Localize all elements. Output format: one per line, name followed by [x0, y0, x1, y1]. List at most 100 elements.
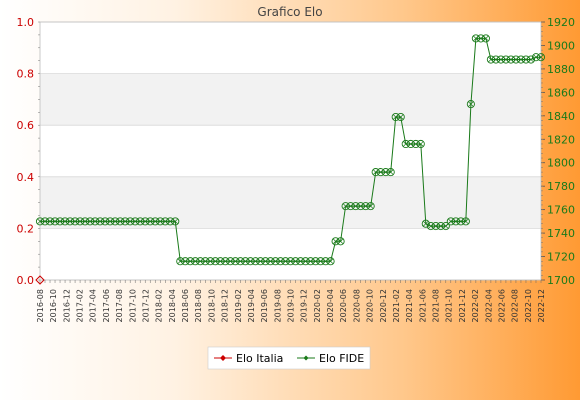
data-point-elo-fide — [296, 257, 305, 266]
legend-label-elo-fide: Elo FIDE — [319, 352, 364, 365]
data-point-elo-fide — [261, 257, 270, 266]
data-point-elo-fide — [321, 257, 330, 266]
data-point-elo-fide — [511, 55, 521, 64]
x-tick-label: 2018-04 — [168, 289, 177, 322]
x-tick-label: 2019-08 — [273, 289, 282, 322]
data-point-elo-fide — [466, 100, 475, 109]
data-point-elo-fide — [141, 217, 150, 226]
right-tick-label: 1900 — [547, 39, 575, 52]
x-tick-label: 2020-04 — [326, 289, 335, 322]
data-point-elo-fide — [381, 168, 390, 177]
data-point-elo-fide — [451, 217, 460, 226]
x-tick-label: 2017-06 — [102, 289, 111, 322]
data-point-elo-fide — [331, 237, 340, 246]
data-point-cross-elo-fide — [327, 258, 334, 264]
data-point-elo-fide — [291, 257, 300, 266]
data-point-elo-fide — [146, 217, 155, 226]
data-point-elo-fide — [406, 139, 415, 149]
data-point-elo-fide — [131, 217, 140, 226]
data-point-elo-fide — [246, 257, 255, 266]
data-point-elo-fide — [176, 257, 185, 266]
data-point-elo-fide — [221, 257, 230, 266]
data-point-elo-fide — [151, 217, 160, 226]
x-tick-label: 2019-04 — [247, 289, 256, 322]
x-tick-label: 2018-08 — [194, 289, 203, 322]
x-tick-label: 2022-08 — [511, 289, 520, 322]
left-tick-label: 0.6 — [17, 119, 35, 132]
data-point-elo-fide — [301, 257, 310, 266]
x-tick-label: 2020-08 — [352, 289, 361, 322]
data-point-elo-fide — [171, 217, 180, 226]
right-tick-label: 1780 — [547, 180, 575, 193]
data-point-elo-fide — [35, 217, 45, 226]
data-point-elo-fide — [531, 53, 541, 62]
data-point-elo-fide — [126, 217, 135, 226]
data-point-cross-elo-fide — [443, 223, 449, 229]
data-point-elo-fide — [231, 257, 240, 266]
left-tick-label: 0.8 — [17, 68, 35, 81]
legend-italia-marker — [220, 355, 226, 361]
data-point-elo-fide — [45, 217, 55, 226]
x-tick-label: 2022-12 — [537, 289, 546, 322]
x-tick-label: 2017-08 — [115, 289, 124, 322]
data-point-elo-fide — [166, 217, 175, 226]
data-point-elo-fide — [50, 217, 60, 226]
x-tick-label: 2016-10 — [49, 289, 58, 322]
x-tick-label: 2021-04 — [405, 289, 414, 322]
right-tick-label: 1740 — [547, 227, 575, 240]
data-point-elo-fide — [241, 257, 250, 266]
x-tick-label: 2017-04 — [89, 289, 98, 322]
right-tick-label: 1880 — [547, 63, 575, 76]
data-point-cross-elo-fide — [337, 238, 344, 244]
x-tick-label: 2021-06 — [418, 289, 427, 322]
grid-band — [40, 73, 541, 126]
left-y-axis: 0.0 0.2 0.4 0.6 0.8 1.0 — [17, 16, 40, 287]
x-tick-label: 2019-12 — [300, 289, 309, 322]
data-point-elo-fide — [521, 55, 531, 64]
x-tick-label: 2018-12 — [221, 289, 230, 322]
data-point-elo-fide — [101, 217, 110, 226]
data-point-cross-elo-fide — [398, 114, 404, 120]
data-point-elo-fide — [436, 222, 445, 231]
right-tick-label: 1800 — [547, 157, 575, 170]
x-tick-label: 2018-10 — [207, 289, 216, 322]
data-point-elo-fide — [426, 222, 435, 231]
data-point-elo-fide — [421, 219, 430, 228]
data-point-elo-fide — [196, 257, 205, 266]
left-tick-label: 1.0 — [17, 16, 35, 29]
data-point-elo-fide — [311, 257, 320, 266]
data-point-elo-italia — [35, 275, 45, 285]
legend-fide-marker — [303, 355, 309, 361]
data-point-elo-fide — [476, 34, 485, 43]
right-tick-label: 1720 — [547, 251, 575, 264]
legend-label-elo-italia: Elo Italia — [236, 352, 283, 365]
x-tick-label: 2018-02 — [155, 289, 164, 322]
data-point-elo-fide — [191, 257, 200, 266]
data-point-cross-elo-fide — [418, 141, 424, 147]
left-tick-label: 0.2 — [17, 222, 35, 235]
data-point-elo-fide — [516, 55, 526, 64]
data-point-elo-fide — [81, 217, 90, 226]
data-point-elo-fide — [446, 217, 455, 226]
plot-area — [40, 22, 541, 280]
data-point-cross-elo-fide — [463, 218, 469, 225]
data-point-elo-fide — [336, 237, 345, 246]
x-tick-label: 2021-02 — [392, 289, 401, 322]
x-tick-label: 2017-10 — [128, 289, 137, 322]
right-tick-label: 1820 — [547, 133, 575, 146]
right-tick-label: 1860 — [547, 86, 575, 99]
data-point-elo-fide — [386, 168, 395, 177]
x-tick-label: 2022-04 — [484, 289, 493, 322]
data-point-elo-fide — [206, 257, 215, 266]
data-point-elo-fide — [116, 217, 125, 226]
data-point-elo-fide — [281, 257, 290, 266]
data-point-elo-fide — [96, 217, 105, 226]
data-point-elo-fide — [391, 112, 400, 122]
data-point-elo-fide — [396, 112, 405, 122]
x-tick-label: 2018-06 — [181, 289, 190, 322]
data-point-elo-fide — [481, 34, 490, 43]
data-point-elo-fide — [416, 139, 425, 149]
data-point-elo-fide — [286, 257, 295, 266]
